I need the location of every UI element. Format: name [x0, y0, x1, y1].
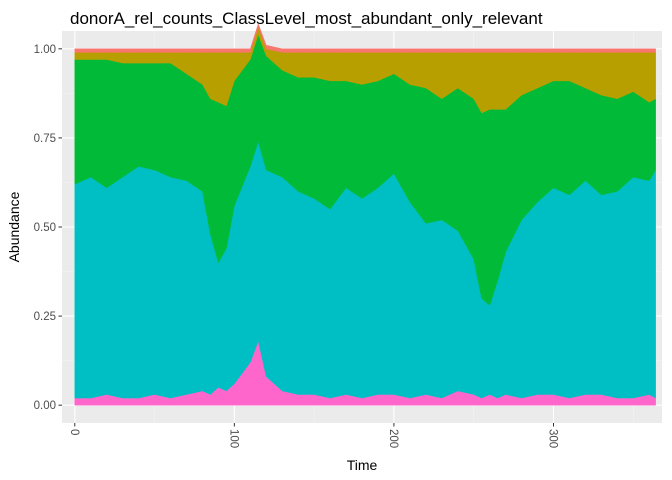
y-tick-label: 0.00: [34, 400, 56, 412]
x-tick-label: 0: [68, 429, 80, 435]
y-tick-label: 0.50: [34, 222, 56, 234]
y-tick-label: 0.75: [34, 133, 56, 145]
x-tick-label: 100: [227, 429, 239, 448]
y-axis-title: Abundance: [6, 191, 22, 262]
series-layer: [74, 23, 656, 406]
area-series-5: [74, 23, 656, 53]
y-axis: 0.00 0.25 0.50 0.75 1.00: [34, 44, 62, 412]
x-axis-title: Time: [347, 457, 378, 473]
x-axis: 0 100 200 300: [68, 423, 558, 448]
x-tick-label: 300: [546, 429, 558, 448]
y-tick-label: 0.25: [34, 311, 56, 323]
chart-title: donorA_rel_counts_ClassLevel_most_abunda…: [70, 9, 543, 28]
x-tick-label: 200: [387, 429, 399, 448]
y-tick-label: 1.00: [34, 44, 56, 56]
